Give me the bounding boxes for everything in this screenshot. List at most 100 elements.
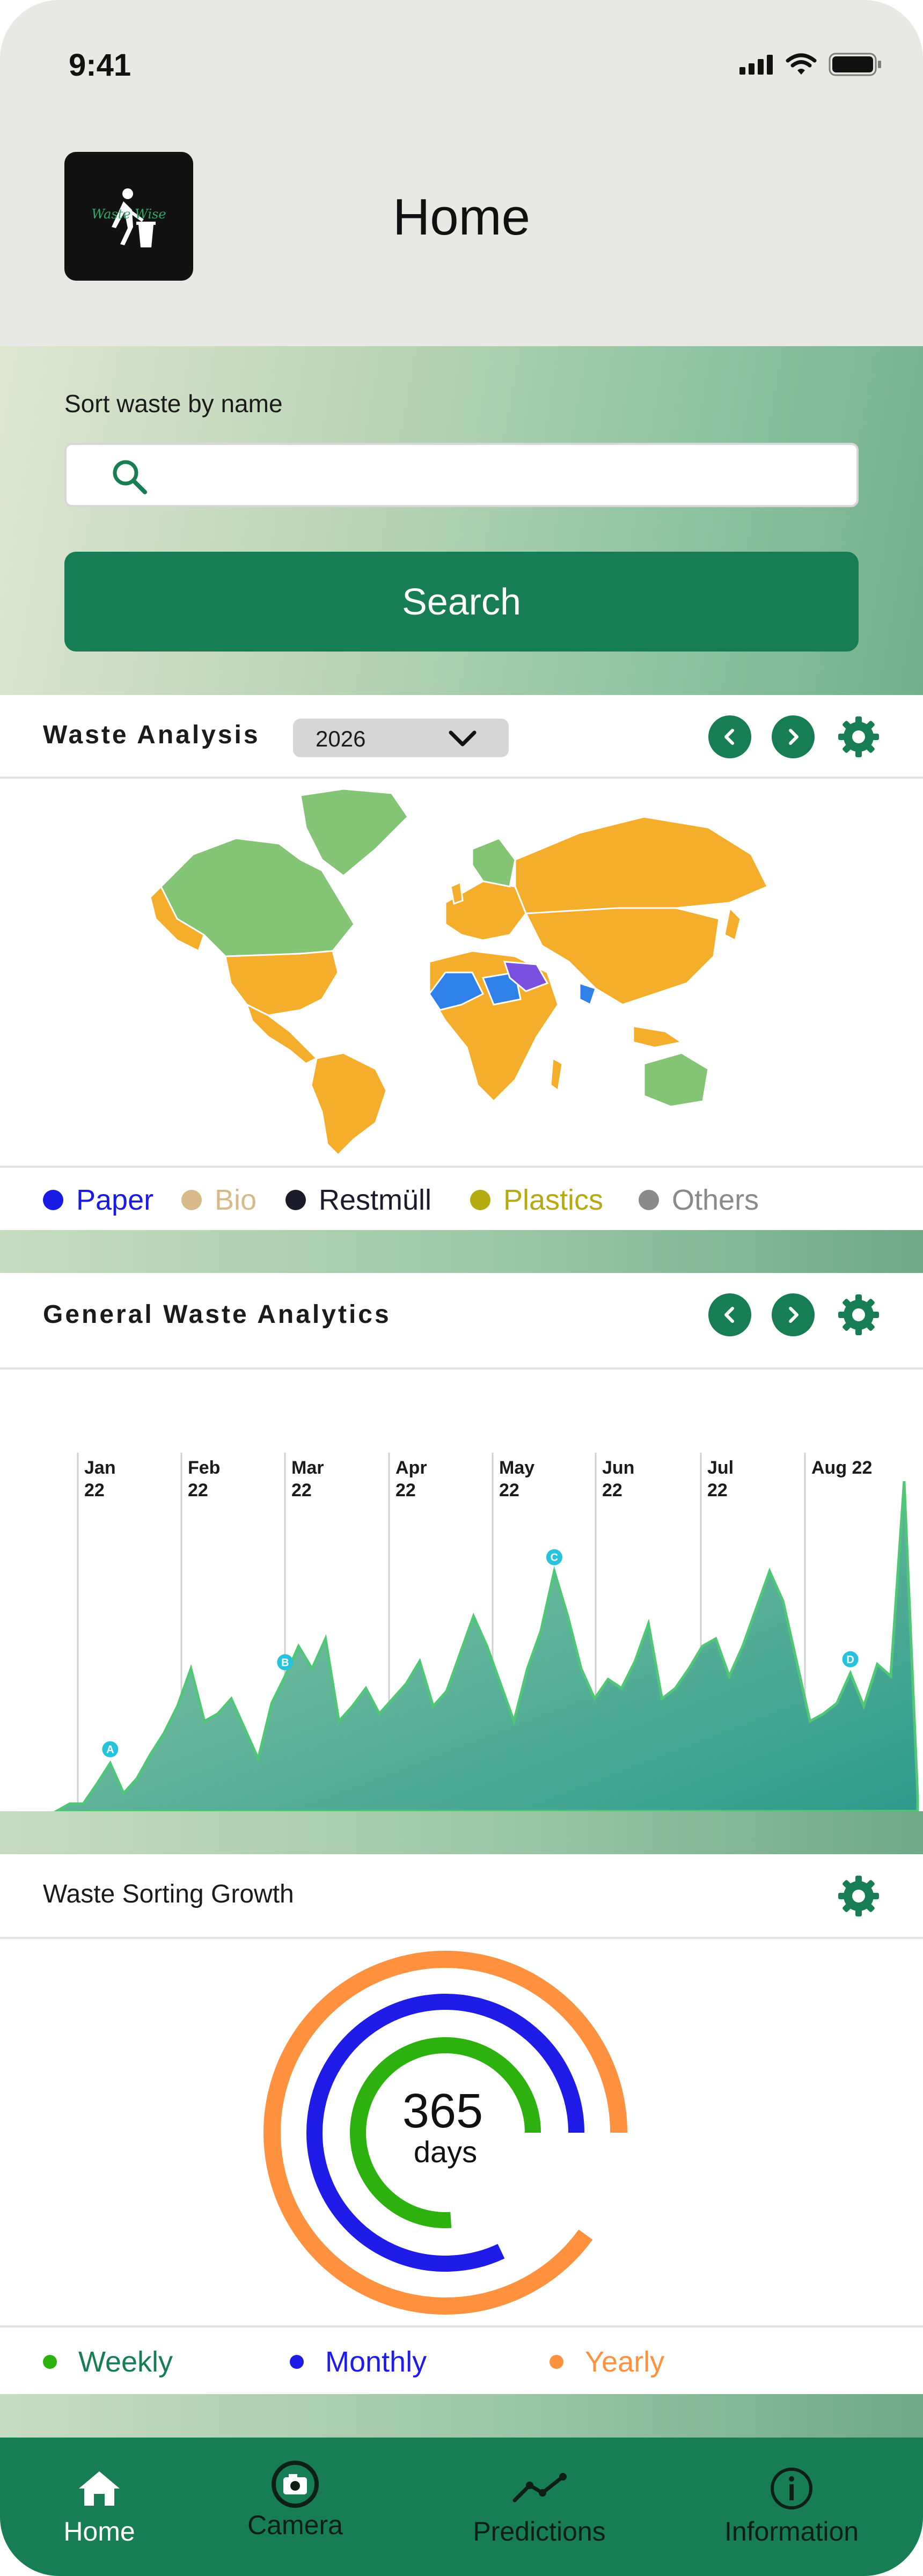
legend-label: Weekly — [78, 2328, 173, 2396]
nav-home[interactable]: Home — [32, 2438, 166, 2576]
nav-label: Home — [63, 2516, 135, 2547]
legend-item-monthly[interactable]: Monthly — [290, 2328, 427, 2396]
nav-label: Information — [724, 2516, 859, 2547]
settings-gear-icon[interactable] — [836, 714, 881, 759]
legend-label: Others — [672, 1168, 759, 1232]
legend-dot — [285, 1190, 306, 1210]
section-divider-band — [0, 2394, 923, 2438]
search-input[interactable] — [174, 450, 839, 500]
general-analytics-title: General Waste Analytics — [43, 1273, 391, 1357]
month-tick-label: Jun — [602, 1458, 634, 1478]
legend-dot — [550, 2355, 563, 2369]
nav-label: Predictions — [473, 2516, 605, 2547]
section-divider-band — [0, 1230, 923, 1273]
previous-button[interactable] — [708, 1293, 751, 1336]
legend-item-yearly[interactable]: Yearly — [550, 2328, 664, 2396]
growth-radial-chart: 365 days — [0, 1939, 923, 2325]
cellular-signal-icon — [739, 54, 774, 75]
search-field[interactable] — [64, 443, 859, 507]
annotation-label: D — [846, 1654, 854, 1666]
month-tick-year: 22 — [499, 1480, 519, 1501]
map-south-america[interactable] — [311, 1053, 386, 1155]
legend-dot — [639, 1190, 659, 1210]
legend-label: Plastics — [503, 1168, 603, 1232]
nav-information[interactable]: Information — [714, 2438, 869, 2576]
map-russia[interactable] — [515, 817, 767, 913]
month-tick-year: 22 — [395, 1480, 416, 1501]
section-divider-band — [0, 1811, 923, 1854]
world-map — [0, 779, 923, 1166]
month-tick-label: May — [499, 1458, 534, 1478]
growth-legend: Weekly Monthly Yearly — [0, 2325, 923, 2394]
nav-label: Camera — [247, 2509, 343, 2541]
growth-title: Waste Sorting Growth — [43, 1854, 294, 1935]
map-indonesia[interactable] — [633, 1026, 682, 1048]
legend-dot — [43, 1190, 63, 1210]
legend-item-plastics[interactable]: Plastics — [470, 1168, 603, 1232]
chevron-right-icon — [785, 1306, 801, 1324]
world-map-svg — [0, 779, 923, 1166]
area-series — [56, 1481, 918, 1811]
month-tick-year: 22 — [84, 1480, 105, 1501]
waste-analytics-chart: Jan 22 Feb 22 Mar 22 Apr 22 May 22 Jun 22 Jul 22 Aug 2… — [0, 1370, 923, 1811]
next-button[interactable] — [772, 715, 815, 758]
search-button[interactable]: Search — [64, 552, 859, 652]
next-button[interactable] — [772, 1293, 815, 1336]
growth-center-value: 365 — [0, 2084, 885, 2139]
month-tick-label: Apr — [395, 1458, 427, 1478]
waste-analysis-header: Waste Analysis 2026 — [0, 695, 923, 779]
month-tick-label: Feb — [188, 1458, 220, 1478]
annotation-marker-a[interactable]: A — [102, 1741, 118, 1758]
map-asia[interactable] — [526, 908, 719, 1005]
annotation-label: A — [106, 1744, 114, 1756]
legend-dot — [181, 1190, 202, 1210]
map-madagascar[interactable] — [551, 1058, 562, 1091]
nav-camera[interactable]: Camera — [231, 2438, 360, 2576]
info-icon — [769, 2466, 814, 2511]
map-usa[interactable] — [225, 951, 338, 1015]
map-japan[interactable] — [724, 908, 741, 940]
chevron-down-icon — [449, 729, 477, 748]
month-tick-year: 22 — [291, 1480, 312, 1501]
month-tick-year: 22 — [707, 1480, 728, 1501]
settings-gear-icon[interactable] — [836, 1292, 881, 1337]
map-australia[interactable] — [644, 1053, 708, 1107]
bottom-nav: Home Camera Pred — [0, 2438, 923, 2576]
month-tick-label: Aug 22 — [811, 1458, 872, 1478]
search-label: Sort waste by name — [64, 389, 283, 418]
legend-item-weekly[interactable]: Weekly — [43, 2328, 173, 2396]
legend-dot — [290, 2355, 304, 2369]
camera-icon — [268, 2459, 322, 2509]
growth-header: Waste Sorting Growth — [0, 1854, 923, 1939]
year-select[interactable]: 2026 — [293, 719, 509, 757]
legend-label: Paper — [76, 1168, 153, 1232]
trend-icon — [511, 2472, 567, 2505]
legend-item-bio[interactable]: Bio — [181, 1168, 257, 1232]
map-scandinavia[interactable] — [472, 838, 515, 887]
annotation-marker-d[interactable]: D — [843, 1651, 859, 1667]
previous-button[interactable] — [708, 715, 751, 758]
chevron-left-icon — [722, 1306, 738, 1324]
month-tick-label: Mar — [291, 1458, 324, 1478]
waste-type-legend: Paper Bio Restmüll Plastics Others — [0, 1166, 923, 1230]
month-tick-year: 22 — [602, 1480, 622, 1501]
legend-dot — [470, 1190, 490, 1210]
legend-label: Restmüll — [319, 1168, 431, 1232]
search-section: Sort waste by name Search — [0, 346, 923, 695]
annotation-marker-b[interactable]: B — [277, 1654, 293, 1670]
legend-item-restmuell[interactable]: Restmüll — [285, 1168, 431, 1232]
legend-dot — [43, 2355, 57, 2369]
search-icon — [109, 457, 150, 497]
page-title: Home — [0, 188, 923, 247]
annotation-marker-c[interactable]: C — [546, 1549, 562, 1565]
chevron-left-icon — [722, 728, 738, 746]
status-icons — [739, 53, 882, 76]
legend-item-others[interactable]: Others — [639, 1168, 759, 1232]
legend-item-paper[interactable]: Paper — [43, 1168, 153, 1232]
nav-predictions[interactable]: Predictions — [462, 2438, 617, 2576]
settings-gear-icon[interactable] — [836, 1874, 881, 1919]
map-greenland[interactable] — [301, 789, 408, 876]
month-tick-year: 22 — [188, 1480, 208, 1501]
